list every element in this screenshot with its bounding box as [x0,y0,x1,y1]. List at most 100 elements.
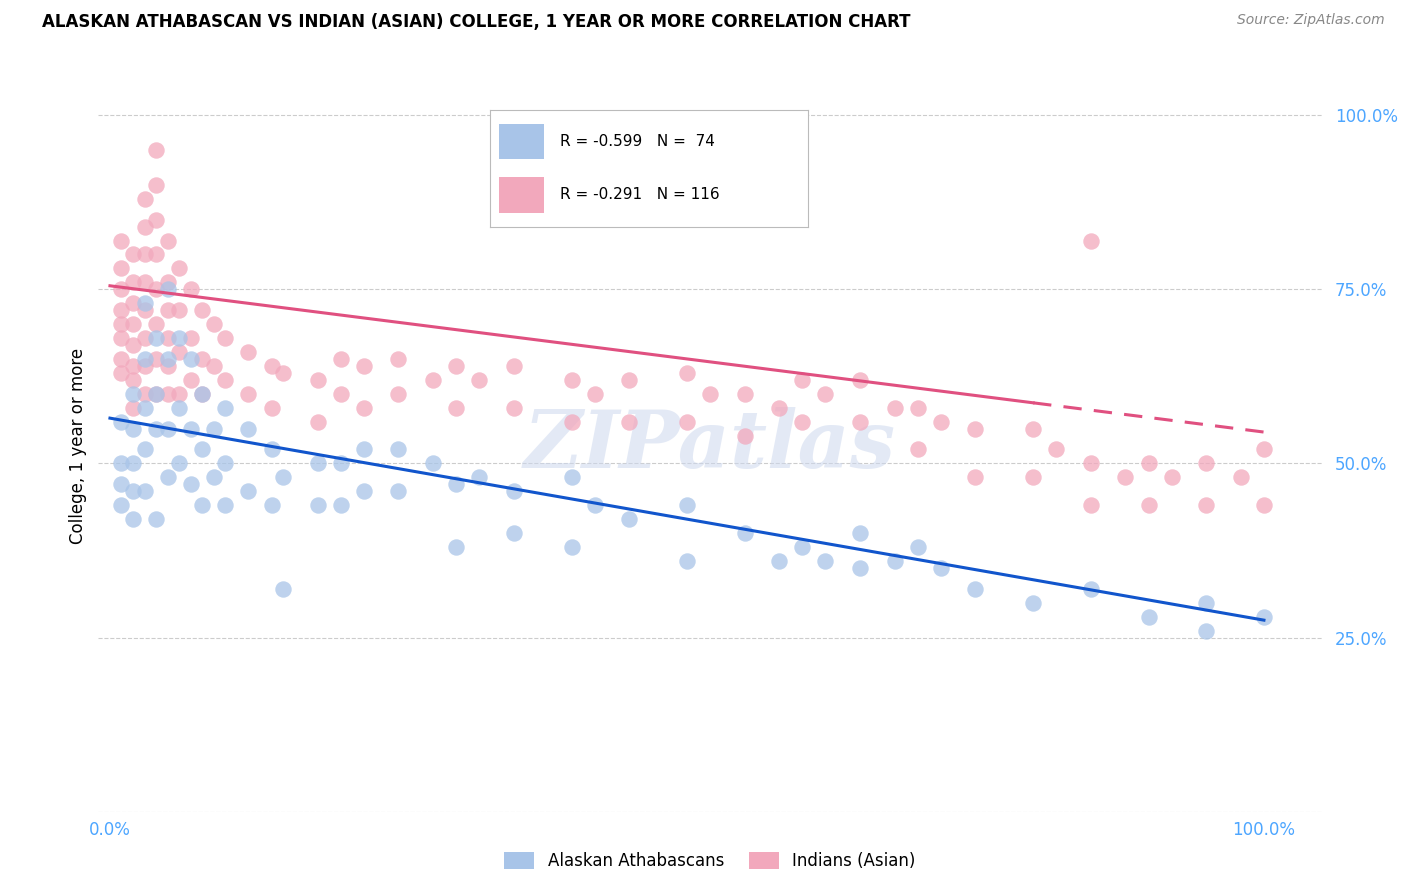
Point [238,421,260,435]
Point [387,386,409,401]
Point [191,303,214,318]
Point [214,401,236,415]
Point [134,296,156,310]
Point [1195,498,1218,512]
Point [145,247,167,261]
Point [122,401,145,415]
Point [238,386,260,401]
Text: ALASKAN ATHABASCAN VS INDIAN (ASIAN) COLLEGE, 1 YEAR OR MORE CORRELATION CHART: ALASKAN ATHABASCAN VS INDIAN (ASIAN) COL… [42,13,911,31]
Point [122,359,145,373]
Y-axis label: College, 1 year or more: College, 1 year or more [69,348,87,544]
Point [134,386,156,401]
Point [156,234,179,248]
Point [965,470,987,484]
Point [468,470,491,484]
Point [180,477,202,491]
Point [167,331,190,345]
Point [387,351,409,366]
Point [1022,421,1045,435]
Point [561,415,583,429]
Text: ZIPatlas: ZIPatlas [524,408,896,484]
Point [110,366,132,380]
Point [1253,442,1275,457]
Point [110,303,132,318]
Point [134,275,156,289]
Point [814,554,837,568]
Point [1160,470,1182,484]
Point [1045,442,1067,457]
Point [583,386,606,401]
Point [214,498,236,512]
Point [1080,498,1102,512]
Point [1137,457,1160,471]
Point [156,470,179,484]
Point [110,282,132,296]
Point [122,484,145,499]
Point [134,401,156,415]
Point [849,373,872,387]
Point [502,401,524,415]
Point [122,317,145,331]
Point [134,442,156,457]
Point [134,192,156,206]
Point [1253,609,1275,624]
Point [619,415,641,429]
Point [110,351,132,366]
Point [965,421,987,435]
Point [238,484,260,499]
Point [329,457,352,471]
Point [202,470,225,484]
Point [444,540,467,554]
Point [122,457,145,471]
Point [792,373,814,387]
Point [145,331,167,345]
Point [444,477,467,491]
Point [191,442,214,457]
Point [145,178,167,192]
Point [422,457,444,471]
Point [965,582,987,596]
Point [180,331,202,345]
Point [191,386,214,401]
Point [307,498,329,512]
Point [814,386,837,401]
Point [619,512,641,526]
Point [110,415,132,429]
Point [307,415,329,429]
Point [768,554,790,568]
Point [387,442,409,457]
Point [122,296,145,310]
Point [202,359,225,373]
Point [561,373,583,387]
Point [110,234,132,248]
Point [1137,609,1160,624]
Point [883,401,905,415]
Point [676,366,699,380]
Point [929,561,952,575]
Point [156,282,179,296]
Point [134,247,156,261]
Point [271,470,294,484]
Point [134,484,156,499]
Point [180,373,202,387]
Point [134,351,156,366]
Point [156,303,179,318]
Point [134,219,156,234]
Point [260,359,283,373]
Point [156,421,179,435]
Point [768,401,790,415]
Legend: Alaskan Athabascans, Indians (Asian): Alaskan Athabascans, Indians (Asian) [498,845,922,877]
Point [110,261,132,276]
Point [1195,596,1218,610]
Point [145,212,167,227]
Point [502,526,524,541]
Point [329,351,352,366]
Point [502,359,524,373]
Point [734,428,756,442]
Point [353,359,375,373]
Point [271,366,294,380]
Point [1137,498,1160,512]
Point [122,275,145,289]
Point [156,351,179,366]
Point [145,351,167,366]
